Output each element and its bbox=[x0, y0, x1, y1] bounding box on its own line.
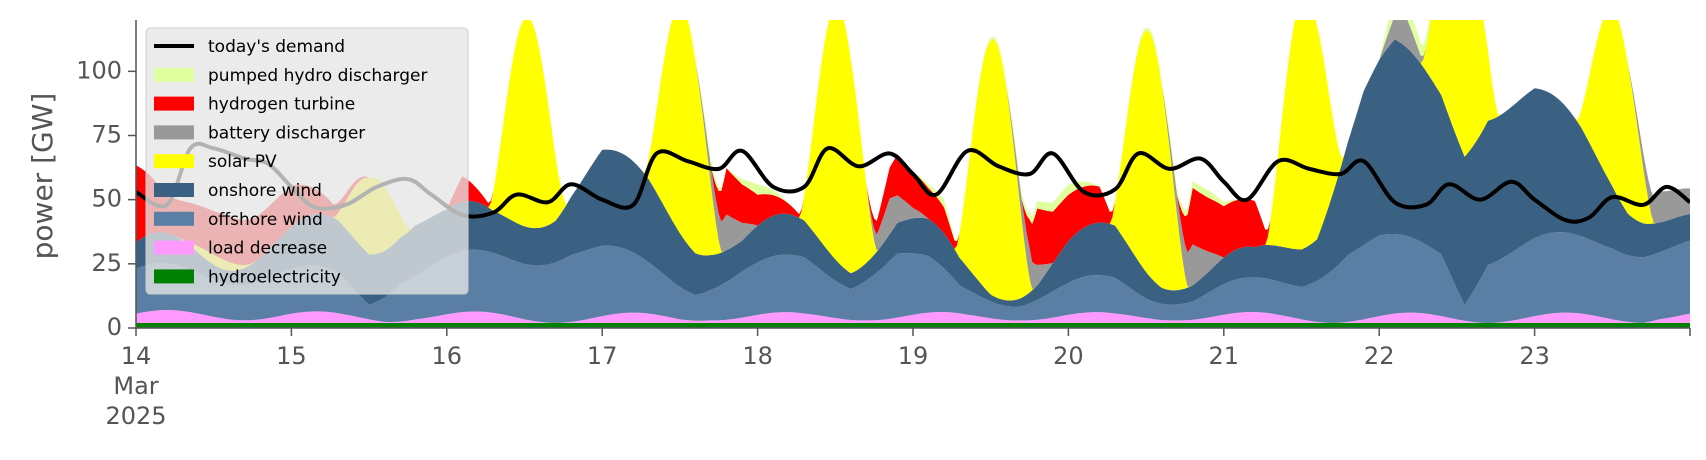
y-tick-label: 75 bbox=[91, 121, 122, 149]
legend-box bbox=[145, 27, 469, 295]
area-onshore bbox=[136, 39, 1690, 307]
legend-swatch bbox=[154, 211, 194, 226]
x-tick-sublabel: Mar bbox=[113, 372, 158, 400]
y-tick-label: 0 bbox=[107, 313, 122, 341]
y-axis-title: power [GW] bbox=[26, 93, 59, 260]
area-solar bbox=[136, 20, 1690, 301]
legend-swatch bbox=[154, 269, 194, 284]
legend-label: solar PV bbox=[208, 152, 277, 172]
x-tick-label: 18 bbox=[742, 342, 773, 370]
legend-label: battery discharger bbox=[208, 123, 365, 143]
legend-swatch bbox=[154, 96, 194, 111]
x-tick-label: 17 bbox=[587, 342, 618, 370]
legend-swatch bbox=[154, 125, 194, 140]
legend-swatch bbox=[154, 240, 194, 255]
legend: today's demand pumped hydro discharger hyd… bbox=[145, 27, 469, 295]
legend-label: load decrease bbox=[208, 239, 327, 259]
legend-label: hydrogen turbine bbox=[208, 95, 355, 115]
x-tick-label: 23 bbox=[1519, 342, 1550, 370]
x-tick-label: 20 bbox=[1053, 342, 1084, 370]
area-offshore bbox=[136, 232, 1690, 323]
x-tick-label: 21 bbox=[1209, 342, 1240, 370]
y-tick-label: 100 bbox=[76, 56, 122, 84]
legend-swatch bbox=[154, 67, 194, 82]
legend-swatch bbox=[154, 183, 194, 197]
x-tick-label: 19 bbox=[898, 342, 929, 370]
legend-label: pumped hydro discharger bbox=[208, 66, 427, 86]
legend-swatch bbox=[154, 154, 194, 169]
y-tick-label: 50 bbox=[91, 185, 122, 213]
y-tick-label: 25 bbox=[91, 249, 122, 277]
x-tick-label: 15 bbox=[276, 342, 307, 370]
stacked-areas bbox=[136, 20, 1690, 328]
x-tick-sublabel: 2025 bbox=[105, 402, 166, 430]
x-tick-label: 22 bbox=[1364, 342, 1395, 370]
legend-label: hydroelectricity bbox=[208, 267, 341, 287]
area-hydro bbox=[136, 322, 1690, 328]
legend-label: onshore wind bbox=[208, 181, 322, 201]
area-load bbox=[136, 310, 1690, 323]
x-tick-label: 16 bbox=[432, 342, 463, 370]
legend-label: today's demand bbox=[208, 37, 345, 57]
legend-label: offshore wind bbox=[208, 210, 323, 230]
x-tick-label: 14 bbox=[121, 342, 152, 370]
